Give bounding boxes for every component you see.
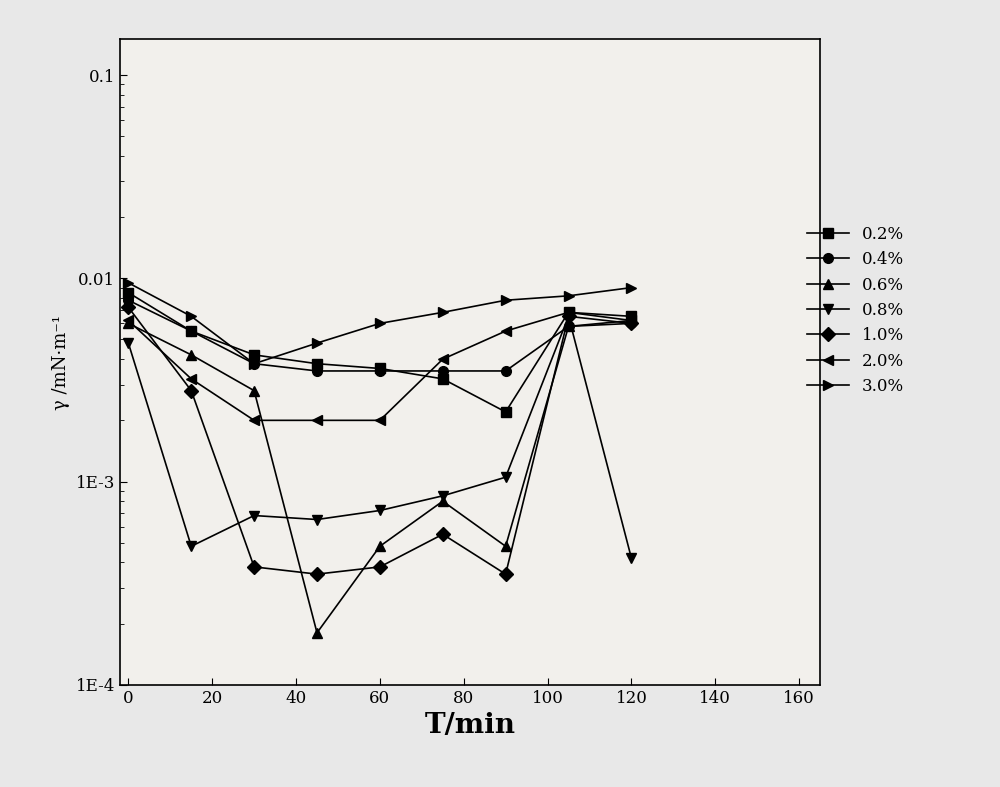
1.0% — [248, 562, 260, 571]
0.6% — [437, 497, 449, 506]
1.0% — [122, 302, 134, 312]
X-axis label: T/min: T/min — [424, 712, 516, 739]
0.6% — [185, 350, 197, 360]
3.0% — [563, 291, 575, 301]
Legend: 0.2%, 0.4%, 0.6%, 0.8%, 1.0%, 2.0%, 3.0%: 0.2%, 0.4%, 0.6%, 0.8%, 1.0%, 2.0%, 3.0% — [801, 220, 911, 401]
2.0% — [122, 316, 134, 325]
1.0% — [311, 570, 323, 579]
2.0% — [311, 416, 323, 425]
0.2% — [563, 308, 575, 317]
2.0% — [563, 308, 575, 317]
Line: 0.8%: 0.8% — [124, 312, 636, 563]
0.4% — [122, 296, 134, 305]
0.2% — [374, 364, 386, 373]
0.8% — [437, 491, 449, 501]
2.0% — [437, 354, 449, 364]
0.2% — [122, 288, 134, 297]
Y-axis label: γ /mN·m⁻¹: γ /mN·m⁻¹ — [52, 315, 70, 409]
0.2% — [311, 359, 323, 368]
0.8% — [248, 511, 260, 520]
0.4% — [374, 366, 386, 375]
1.0% — [625, 319, 637, 328]
Line: 0.4%: 0.4% — [124, 295, 636, 376]
3.0% — [248, 359, 260, 368]
1.0% — [437, 530, 449, 539]
0.6% — [374, 541, 386, 551]
0.8% — [374, 506, 386, 515]
Line: 1.0%: 1.0% — [124, 302, 636, 579]
0.4% — [437, 366, 449, 375]
0.8% — [625, 553, 637, 563]
2.0% — [185, 374, 197, 383]
3.0% — [311, 338, 323, 348]
0.8% — [185, 541, 197, 551]
3.0% — [500, 296, 512, 305]
0.4% — [563, 322, 575, 331]
0.4% — [248, 359, 260, 368]
0.6% — [500, 541, 512, 551]
Line: 2.0%: 2.0% — [124, 308, 636, 425]
0.2% — [185, 327, 197, 336]
1.0% — [374, 562, 386, 571]
0.2% — [625, 312, 637, 321]
0.4% — [625, 319, 637, 328]
3.0% — [122, 278, 134, 287]
0.2% — [437, 374, 449, 383]
3.0% — [185, 312, 197, 321]
1.0% — [563, 312, 575, 321]
Line: 0.2%: 0.2% — [124, 288, 636, 417]
2.0% — [500, 327, 512, 336]
0.8% — [563, 312, 575, 321]
0.6% — [625, 316, 637, 325]
0.8% — [311, 515, 323, 524]
0.2% — [248, 350, 260, 360]
2.0% — [248, 416, 260, 425]
1.0% — [500, 570, 512, 579]
3.0% — [625, 283, 637, 292]
0.6% — [563, 322, 575, 331]
2.0% — [625, 316, 637, 325]
0.6% — [122, 319, 134, 328]
Line: 0.6%: 0.6% — [124, 316, 636, 637]
0.6% — [311, 628, 323, 637]
0.8% — [500, 472, 512, 482]
0.6% — [248, 386, 260, 395]
3.0% — [374, 319, 386, 328]
3.0% — [437, 308, 449, 317]
0.2% — [500, 407, 512, 416]
Line: 3.0%: 3.0% — [124, 278, 636, 368]
2.0% — [374, 416, 386, 425]
1.0% — [185, 386, 197, 395]
0.4% — [185, 327, 197, 336]
0.4% — [311, 366, 323, 375]
0.4% — [500, 366, 512, 375]
0.8% — [122, 338, 134, 348]
